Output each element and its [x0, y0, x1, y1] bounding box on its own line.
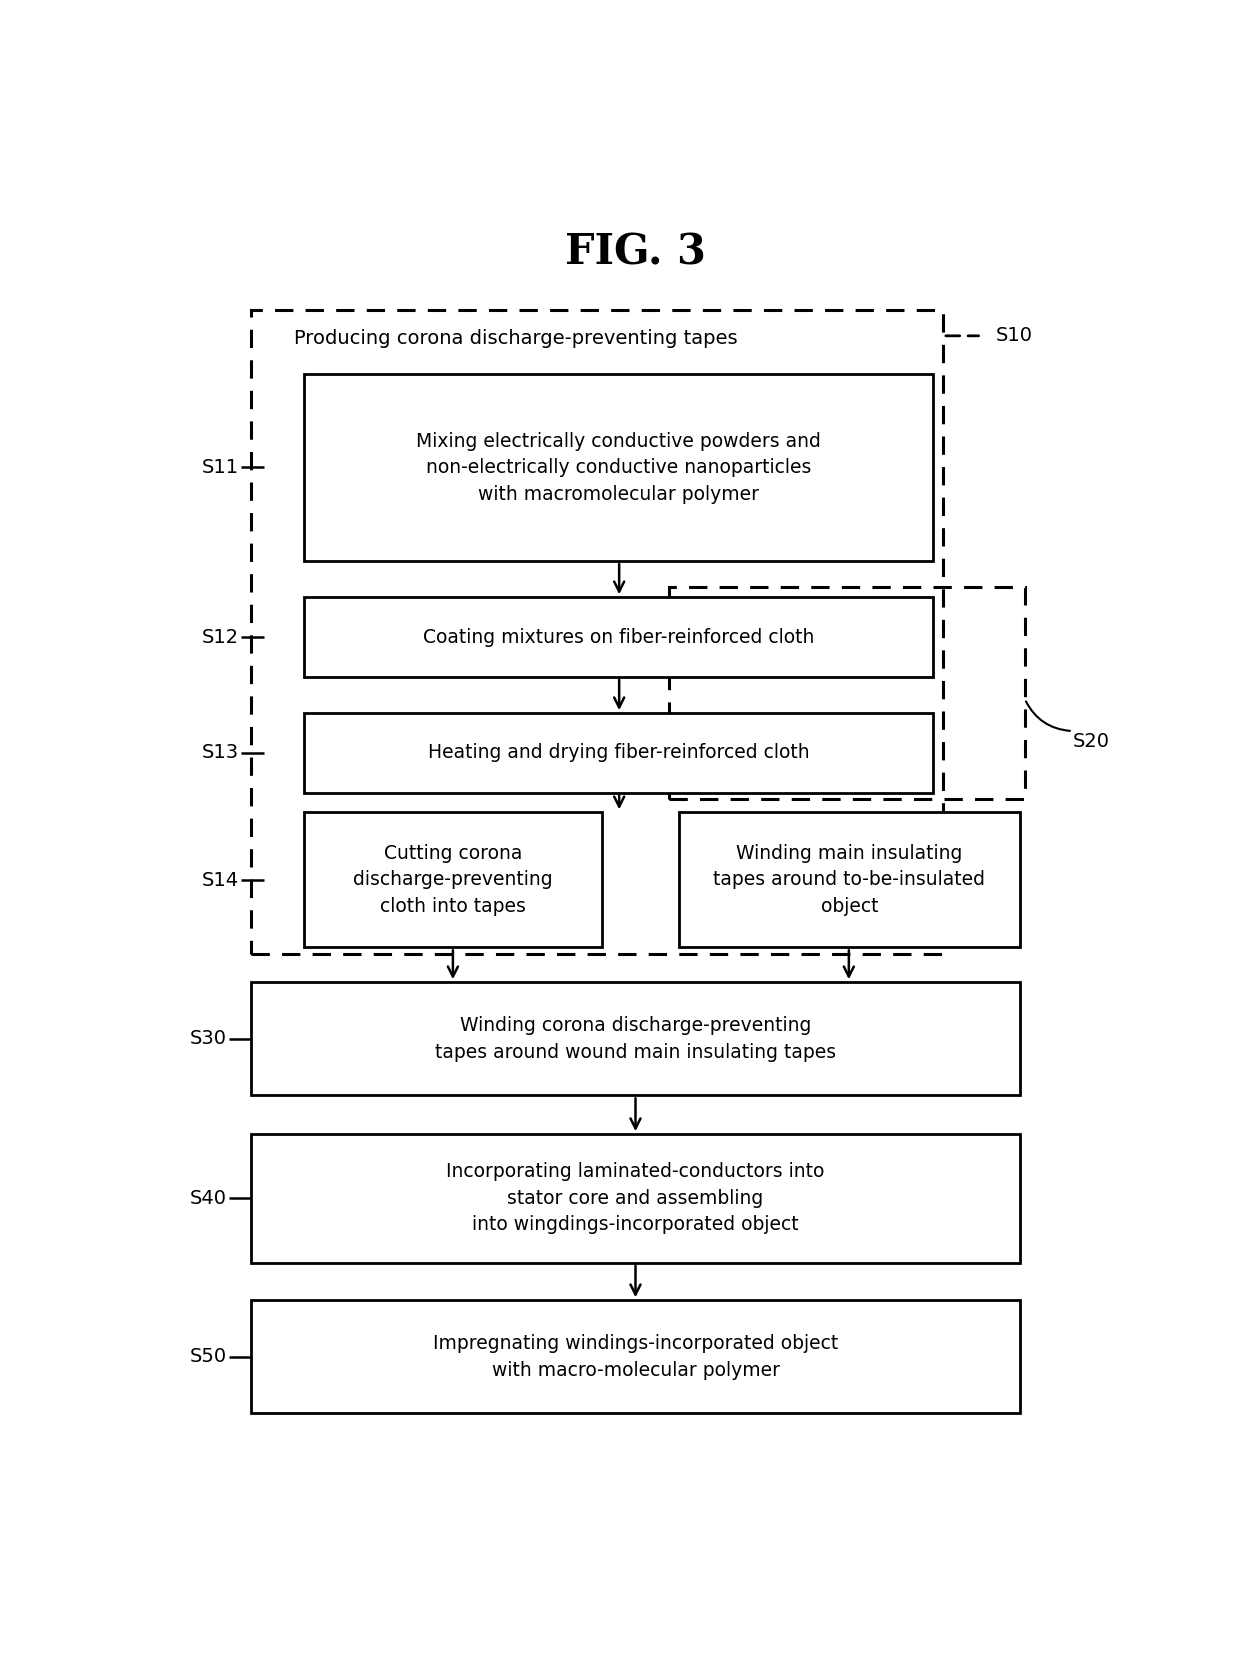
Text: S13: S13	[202, 744, 239, 762]
Bar	[670, 587, 1024, 799]
Text: Heating and drying fiber-reinforced cloth: Heating and drying fiber-reinforced clot…	[428, 744, 810, 762]
Bar	[250, 1134, 1021, 1262]
Text: S30: S30	[190, 1030, 227, 1048]
Text: Cutting corona
discharge-preventing
cloth into tapes: Cutting corona discharge-preventing clot…	[353, 844, 553, 916]
Text: Impregnating windings-incorporated object
with macro-molecular polymer: Impregnating windings-incorporated objec…	[433, 1334, 838, 1379]
Text: FIG. 3: FIG. 3	[565, 231, 706, 273]
Text: Coating mixtures on fiber-reinforced cloth: Coating mixtures on fiber-reinforced clo…	[423, 627, 815, 647]
Text: S11: S11	[202, 458, 239, 477]
Bar	[250, 981, 1021, 1095]
Text: Producing corona discharge-preventing tapes: Producing corona discharge-preventing ta…	[294, 329, 738, 348]
Bar	[304, 712, 934, 793]
Bar	[304, 375, 934, 562]
Text: S40: S40	[190, 1189, 227, 1207]
Text: S50: S50	[190, 1348, 227, 1366]
Text: Mixing electrically conductive powders and
non-electrically conductive nanoparti: Mixing electrically conductive powders a…	[417, 431, 821, 503]
Text: Winding main insulating
tapes around to-be-insulated
object: Winding main insulating tapes around to-…	[713, 844, 986, 916]
Bar	[304, 813, 601, 948]
Text: S10: S10	[996, 326, 1033, 346]
Text: S12: S12	[202, 627, 239, 647]
Text: Winding corona discharge-preventing
tapes around wound main insulating tapes: Winding corona discharge-preventing tape…	[435, 1017, 836, 1062]
Bar	[250, 1301, 1021, 1413]
Text: S14: S14	[202, 871, 239, 890]
Bar	[304, 597, 934, 677]
Text: Incorporating laminated-conductors into
stator core and assembling
into wingding: Incorporating laminated-conductors into …	[446, 1162, 825, 1234]
Text: S20: S20	[1073, 732, 1110, 751]
Bar	[250, 309, 942, 953]
Bar	[678, 813, 1019, 948]
